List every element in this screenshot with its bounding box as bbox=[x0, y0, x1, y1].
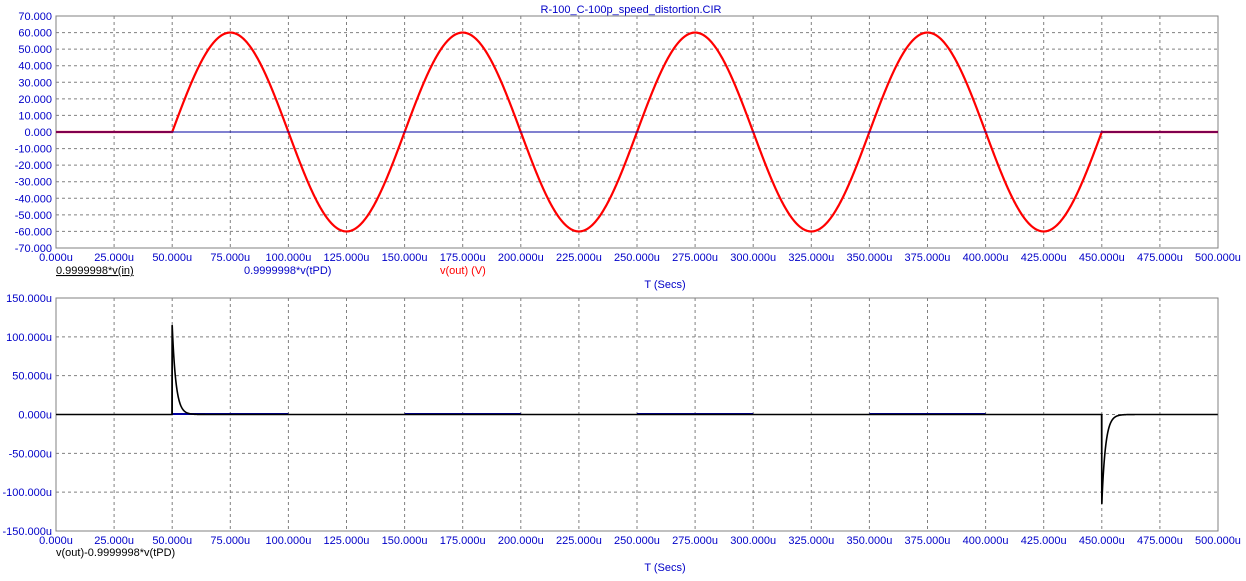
x-tick-label: 500.000u bbox=[1195, 252, 1241, 264]
x-tick-label: 350.000u bbox=[846, 535, 892, 547]
x-tick-label: 425.000u bbox=[1021, 535, 1067, 547]
x-tick-label: 25.000u bbox=[94, 252, 134, 264]
y-tick-label: 70.000 bbox=[18, 11, 52, 23]
y-tick-label: 60.000 bbox=[18, 28, 52, 40]
x-tick-label: 450.000u bbox=[1079, 535, 1125, 547]
x-tick-label: 125.000u bbox=[324, 535, 370, 547]
x-axis-label: T (Secs) bbox=[644, 279, 685, 291]
x-tick-label: 375.000u bbox=[905, 535, 951, 547]
x-tick-label: 325.000u bbox=[788, 535, 834, 547]
y-tick-label: -70.000 bbox=[15, 243, 52, 255]
legend-entry: 0.9999998*v(tPD) bbox=[244, 265, 331, 277]
chart-panel-2: 0.000u 25.000u 50.000u 75.000u 100.000u 125.0… bbox=[2, 293, 1240, 574]
y-tick-label: -50.000u bbox=[9, 448, 52, 460]
y-tick-label: -40.000 bbox=[15, 193, 52, 205]
x-tick-label: 100.000u bbox=[265, 535, 311, 547]
x-tick-label: 350.000u bbox=[846, 252, 892, 264]
x-tick-label: 200.000u bbox=[498, 252, 544, 264]
x-tick-label: 250.000u bbox=[614, 252, 660, 264]
x-tick-label: 25.000u bbox=[94, 535, 134, 547]
y-tick-label: 30.000 bbox=[18, 77, 52, 89]
y-tick-label: -20.000 bbox=[15, 160, 52, 172]
x-tick-label: 175.000u bbox=[440, 252, 486, 264]
chart-panel-1: 0.000u 25.000u 50.000u 75.000u 100.000u 125.0… bbox=[15, 11, 1241, 291]
x-tick-label: 75.000u bbox=[210, 252, 250, 264]
y-tick-label: 150.000u bbox=[6, 293, 52, 305]
x-tick-label: 150.000u bbox=[382, 535, 428, 547]
x-axis-label: T (Secs) bbox=[644, 562, 685, 574]
x-tick-label: 250.000u bbox=[614, 535, 660, 547]
x-tick-label: 175.000u bbox=[440, 535, 486, 547]
y-tick-label: 20.000 bbox=[18, 94, 52, 106]
y-tick-label: 100.000u bbox=[6, 332, 52, 344]
y-tick-label: -100.000u bbox=[2, 487, 52, 499]
y-tick-label: -50.000 bbox=[15, 210, 52, 222]
x-tick-label: 300.000u bbox=[730, 252, 776, 264]
x-tick-label: 225.000u bbox=[556, 535, 602, 547]
y-tick-label: 50.000 bbox=[18, 44, 52, 56]
y-tick-label: -30.000 bbox=[15, 177, 52, 189]
x-tick-label: 0.000u bbox=[39, 535, 73, 547]
x-tick-label: 425.000u bbox=[1021, 252, 1067, 264]
x-tick-label: 50.000u bbox=[152, 535, 192, 547]
x-tick-label: 450.000u bbox=[1079, 252, 1125, 264]
x-tick-label: 300.000u bbox=[730, 535, 776, 547]
x-tick-label: 375.000u bbox=[905, 252, 951, 264]
x-tick-label: 400.000u bbox=[963, 252, 1009, 264]
x-tick-label: 150.000u bbox=[382, 252, 428, 264]
x-tick-label: 275.000u bbox=[672, 252, 718, 264]
y-tick-label: -150.000u bbox=[2, 526, 52, 538]
x-tick-label: 475.000u bbox=[1137, 252, 1183, 264]
x-tick-label: 225.000u bbox=[556, 252, 602, 264]
y-tick-label: 0.000 bbox=[24, 127, 52, 139]
y-tick-label: 0.000u bbox=[18, 410, 52, 422]
legend-entry: v(out)-0.9999998*v(tPD) bbox=[56, 547, 175, 559]
x-tick-label: 50.000u bbox=[152, 252, 192, 264]
y-tick-label: 50.000u bbox=[12, 371, 52, 383]
series-line-difference bbox=[56, 325, 1218, 504]
x-tick-label: 200.000u bbox=[498, 535, 544, 547]
legend-entry: 0.9999998*v(in) bbox=[56, 265, 134, 277]
x-tick-label: 400.000u bbox=[963, 535, 1009, 547]
x-tick-label: 125.000u bbox=[324, 252, 370, 264]
x-tick-label: 275.000u bbox=[672, 535, 718, 547]
y-tick-label: -60.000 bbox=[15, 226, 52, 238]
x-tick-label: 325.000u bbox=[788, 252, 834, 264]
x-tick-label: 500.000u bbox=[1195, 535, 1241, 547]
x-tick-label: 475.000u bbox=[1137, 535, 1183, 547]
x-tick-label: 75.000u bbox=[210, 535, 250, 547]
x-tick-label: 0.000u bbox=[39, 252, 73, 264]
x-tick-label: 100.000u bbox=[265, 252, 311, 264]
legend-entry: v(out) (V) bbox=[440, 265, 486, 277]
y-tick-label: 10.000 bbox=[18, 110, 52, 122]
chart-title: R-100_C-100p_speed_distortion.CIR bbox=[541, 4, 722, 16]
y-tick-label: -10.000 bbox=[15, 144, 52, 156]
y-tick-label: 40.000 bbox=[18, 61, 52, 73]
